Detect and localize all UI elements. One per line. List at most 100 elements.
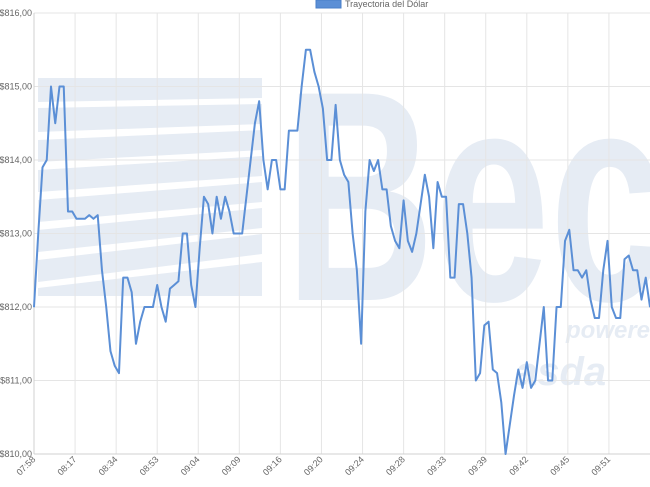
data-point[interactable] <box>547 379 549 382</box>
data-point[interactable] <box>572 269 575 271</box>
data-point[interactable] <box>271 159 273 161</box>
data-point[interactable] <box>466 232 468 235</box>
data-point[interactable] <box>479 372 481 374</box>
data-point[interactable] <box>199 247 201 249</box>
data-point[interactable] <box>640 299 643 301</box>
data-point[interactable] <box>373 170 375 172</box>
data-point[interactable] <box>585 269 587 271</box>
data-point[interactable] <box>619 317 621 319</box>
data-point[interactable] <box>305 49 307 51</box>
data-point[interactable] <box>589 299 592 301</box>
data-point[interactable] <box>182 232 184 235</box>
data-point[interactable] <box>301 85 303 88</box>
data-point[interactable] <box>131 291 133 293</box>
data-point[interactable] <box>424 174 426 176</box>
data-point[interactable] <box>390 225 392 227</box>
data-point[interactable] <box>326 159 328 161</box>
data-point[interactable] <box>71 210 73 213</box>
data-point[interactable] <box>313 71 315 73</box>
data-point[interactable] <box>165 321 167 323</box>
data-point[interactable] <box>462 203 464 205</box>
data-point[interactable] <box>309 49 311 51</box>
data-point[interactable] <box>220 218 222 220</box>
data-point[interactable] <box>458 203 460 205</box>
data-point[interactable] <box>241 232 243 235</box>
data-point[interactable] <box>224 196 226 198</box>
data-point[interactable] <box>135 343 137 345</box>
data-point[interactable] <box>636 269 638 271</box>
data-point[interactable] <box>415 232 417 235</box>
data-point[interactable] <box>398 247 400 249</box>
data-point[interactable] <box>581 277 583 279</box>
data-point[interactable] <box>92 218 95 220</box>
data-point[interactable] <box>564 240 566 242</box>
data-point[interactable] <box>67 210 69 213</box>
data-point[interactable] <box>84 218 86 220</box>
data-point[interactable] <box>75 218 78 220</box>
data-point[interactable] <box>207 203 209 205</box>
data-point[interactable] <box>628 254 630 257</box>
data-point[interactable] <box>428 196 430 198</box>
data-point[interactable] <box>63 85 65 88</box>
data-point[interactable] <box>211 232 214 235</box>
data-point[interactable] <box>538 343 541 345</box>
legend[interactable]: Trayectoria del Dólar <box>315 0 428 9</box>
data-point[interactable] <box>530 387 532 389</box>
data-point[interactable] <box>407 240 409 242</box>
data-point[interactable] <box>105 306 107 308</box>
data-point[interactable] <box>360 343 362 345</box>
data-point[interactable] <box>436 181 439 183</box>
data-point[interactable] <box>46 159 48 161</box>
data-point[interactable] <box>500 401 502 404</box>
data-point[interactable] <box>275 159 277 161</box>
data-point[interactable] <box>258 100 260 102</box>
data-point[interactable] <box>160 306 163 308</box>
data-point[interactable] <box>173 284 175 286</box>
data-point[interactable] <box>279 188 281 190</box>
data-point[interactable] <box>190 284 192 286</box>
data-point[interactable] <box>381 188 383 190</box>
data-point[interactable] <box>33 306 35 308</box>
data-point[interactable] <box>352 232 354 235</box>
data-point[interactable] <box>88 214 90 216</box>
data-point[interactable] <box>394 240 396 242</box>
data-point[interactable] <box>156 284 158 286</box>
data-point[interactable] <box>386 188 388 190</box>
data-point[interactable] <box>526 361 528 363</box>
data-point[interactable] <box>377 159 379 161</box>
data-point[interactable] <box>611 306 613 308</box>
data-point[interactable] <box>521 387 524 389</box>
data-point[interactable] <box>364 210 366 213</box>
data-point[interactable] <box>445 196 447 198</box>
data-point[interactable] <box>101 269 103 271</box>
data-point[interactable] <box>432 247 434 249</box>
data-point[interactable] <box>496 372 498 374</box>
data-point[interactable] <box>267 188 269 190</box>
data-point[interactable] <box>80 218 82 220</box>
data-point[interactable] <box>228 210 231 213</box>
data-point[interactable] <box>186 232 188 235</box>
data-point[interactable] <box>623 258 626 260</box>
data-point[interactable] <box>37 232 39 235</box>
data-point[interactable] <box>483 324 485 326</box>
data-point[interactable] <box>152 306 154 308</box>
data-point[interactable] <box>632 269 634 271</box>
data-point[interactable] <box>343 174 345 176</box>
data-point[interactable] <box>254 122 256 124</box>
data-point[interactable] <box>97 214 99 216</box>
data-point[interactable] <box>335 104 337 106</box>
data-point[interactable] <box>369 159 371 161</box>
data-point[interactable] <box>318 85 320 88</box>
data-point[interactable] <box>543 306 545 308</box>
data-point[interactable] <box>534 379 536 382</box>
data-point[interactable] <box>126 277 129 279</box>
data-point[interactable] <box>598 317 600 319</box>
data-point[interactable] <box>403 199 405 202</box>
data-point[interactable] <box>517 368 519 371</box>
data-point[interactable] <box>419 203 422 205</box>
data-point[interactable] <box>284 188 286 190</box>
data-point[interactable] <box>339 159 341 161</box>
data-point[interactable] <box>177 280 180 282</box>
data-point[interactable] <box>594 317 596 319</box>
data-point[interactable] <box>233 232 235 235</box>
